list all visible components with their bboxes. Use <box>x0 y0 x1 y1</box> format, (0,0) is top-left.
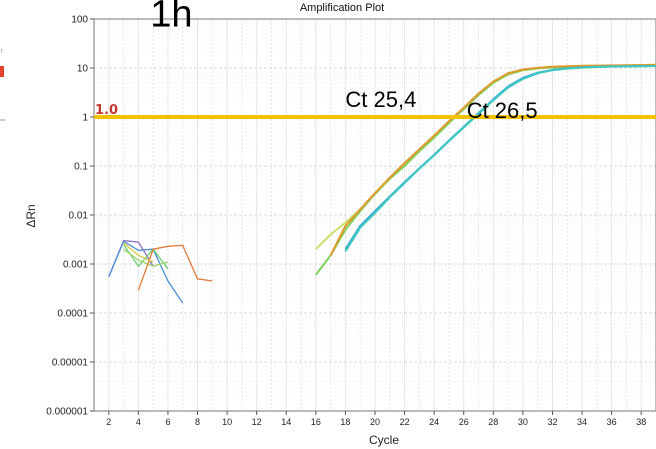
threshold-label: 1.0 <box>95 103 118 118</box>
series-line-9 <box>329 63 656 256</box>
threshold-group: 1.0 <box>94 103 656 119</box>
x-tick-label: 2 <box>106 417 111 427</box>
y-tick-label: 0.0001 <box>57 309 88 320</box>
series-line-11 <box>344 65 656 253</box>
annotations: 1h Ct 25,4 Ct 26,5 <box>150 0 537 123</box>
y-tick-label: 0.000001 <box>46 407 88 418</box>
series-line-6 <box>123 242 154 263</box>
x-tick-label: 24 <box>429 417 439 427</box>
time-annotation: 1h <box>150 0 192 36</box>
x-tick-label: 8 <box>195 417 200 427</box>
series-line-4 <box>123 248 169 267</box>
y-tick-label: 0.00001 <box>52 358 89 369</box>
chart-title: Amplification Plot <box>300 2 384 14</box>
x-tick-label: 10 <box>222 417 232 427</box>
grid <box>93 18 656 412</box>
x-tick-label: 4 <box>136 417 141 427</box>
series-line-2 <box>108 240 184 304</box>
ct-annotation: Ct 26,5 <box>467 98 538 123</box>
x-axis-label: Cycle <box>369 433 399 447</box>
series-line-5 <box>137 244 213 291</box>
left-edge-mark: t <box>1 49 3 55</box>
x-tick-label: 22 <box>400 417 410 427</box>
x-tick-label: 38 <box>636 417 646 427</box>
y-tick-label: 100 <box>71 15 88 26</box>
x-tick-label: 26 <box>459 417 469 427</box>
x-tick-label: 12 <box>252 417 262 427</box>
x-tick-label: 36 <box>607 417 617 427</box>
y-tick-label: 0.01 <box>69 211 89 222</box>
y-tick-label: 10 <box>77 64 89 75</box>
x-tick-label: 14 <box>281 417 291 427</box>
y-axis: 100 10 1 0.1 0.01 0.001 0.0001 0.00001 0.000001 <box>46 15 94 418</box>
x-tick-label: 16 <box>311 417 321 427</box>
x-tick-label: 34 <box>577 417 587 427</box>
y-tick-label: 0.1 <box>74 162 88 173</box>
y-axis-label: ΔRn <box>24 204 38 227</box>
x-tick-label: 6 <box>165 417 170 427</box>
x-tick-label: 30 <box>518 417 528 427</box>
left-edge-red-swatch <box>0 66 4 77</box>
ct-annotation: Ct 25,4 <box>345 87 416 112</box>
x-axis: 2 4 6 8 10 12 14 16 18 20 22 24 26 28 30 32 34 36 38 <box>106 411 646 427</box>
y-tick-label: 0.001 <box>63 260 88 271</box>
x-tick-label: 18 <box>340 417 350 427</box>
x-tick-label: 28 <box>488 417 498 427</box>
x-tick-label: 20 <box>370 417 380 427</box>
series-group <box>108 63 656 304</box>
x-tick-label: 32 <box>547 417 557 427</box>
y-tick-label: 1 <box>82 113 88 124</box>
